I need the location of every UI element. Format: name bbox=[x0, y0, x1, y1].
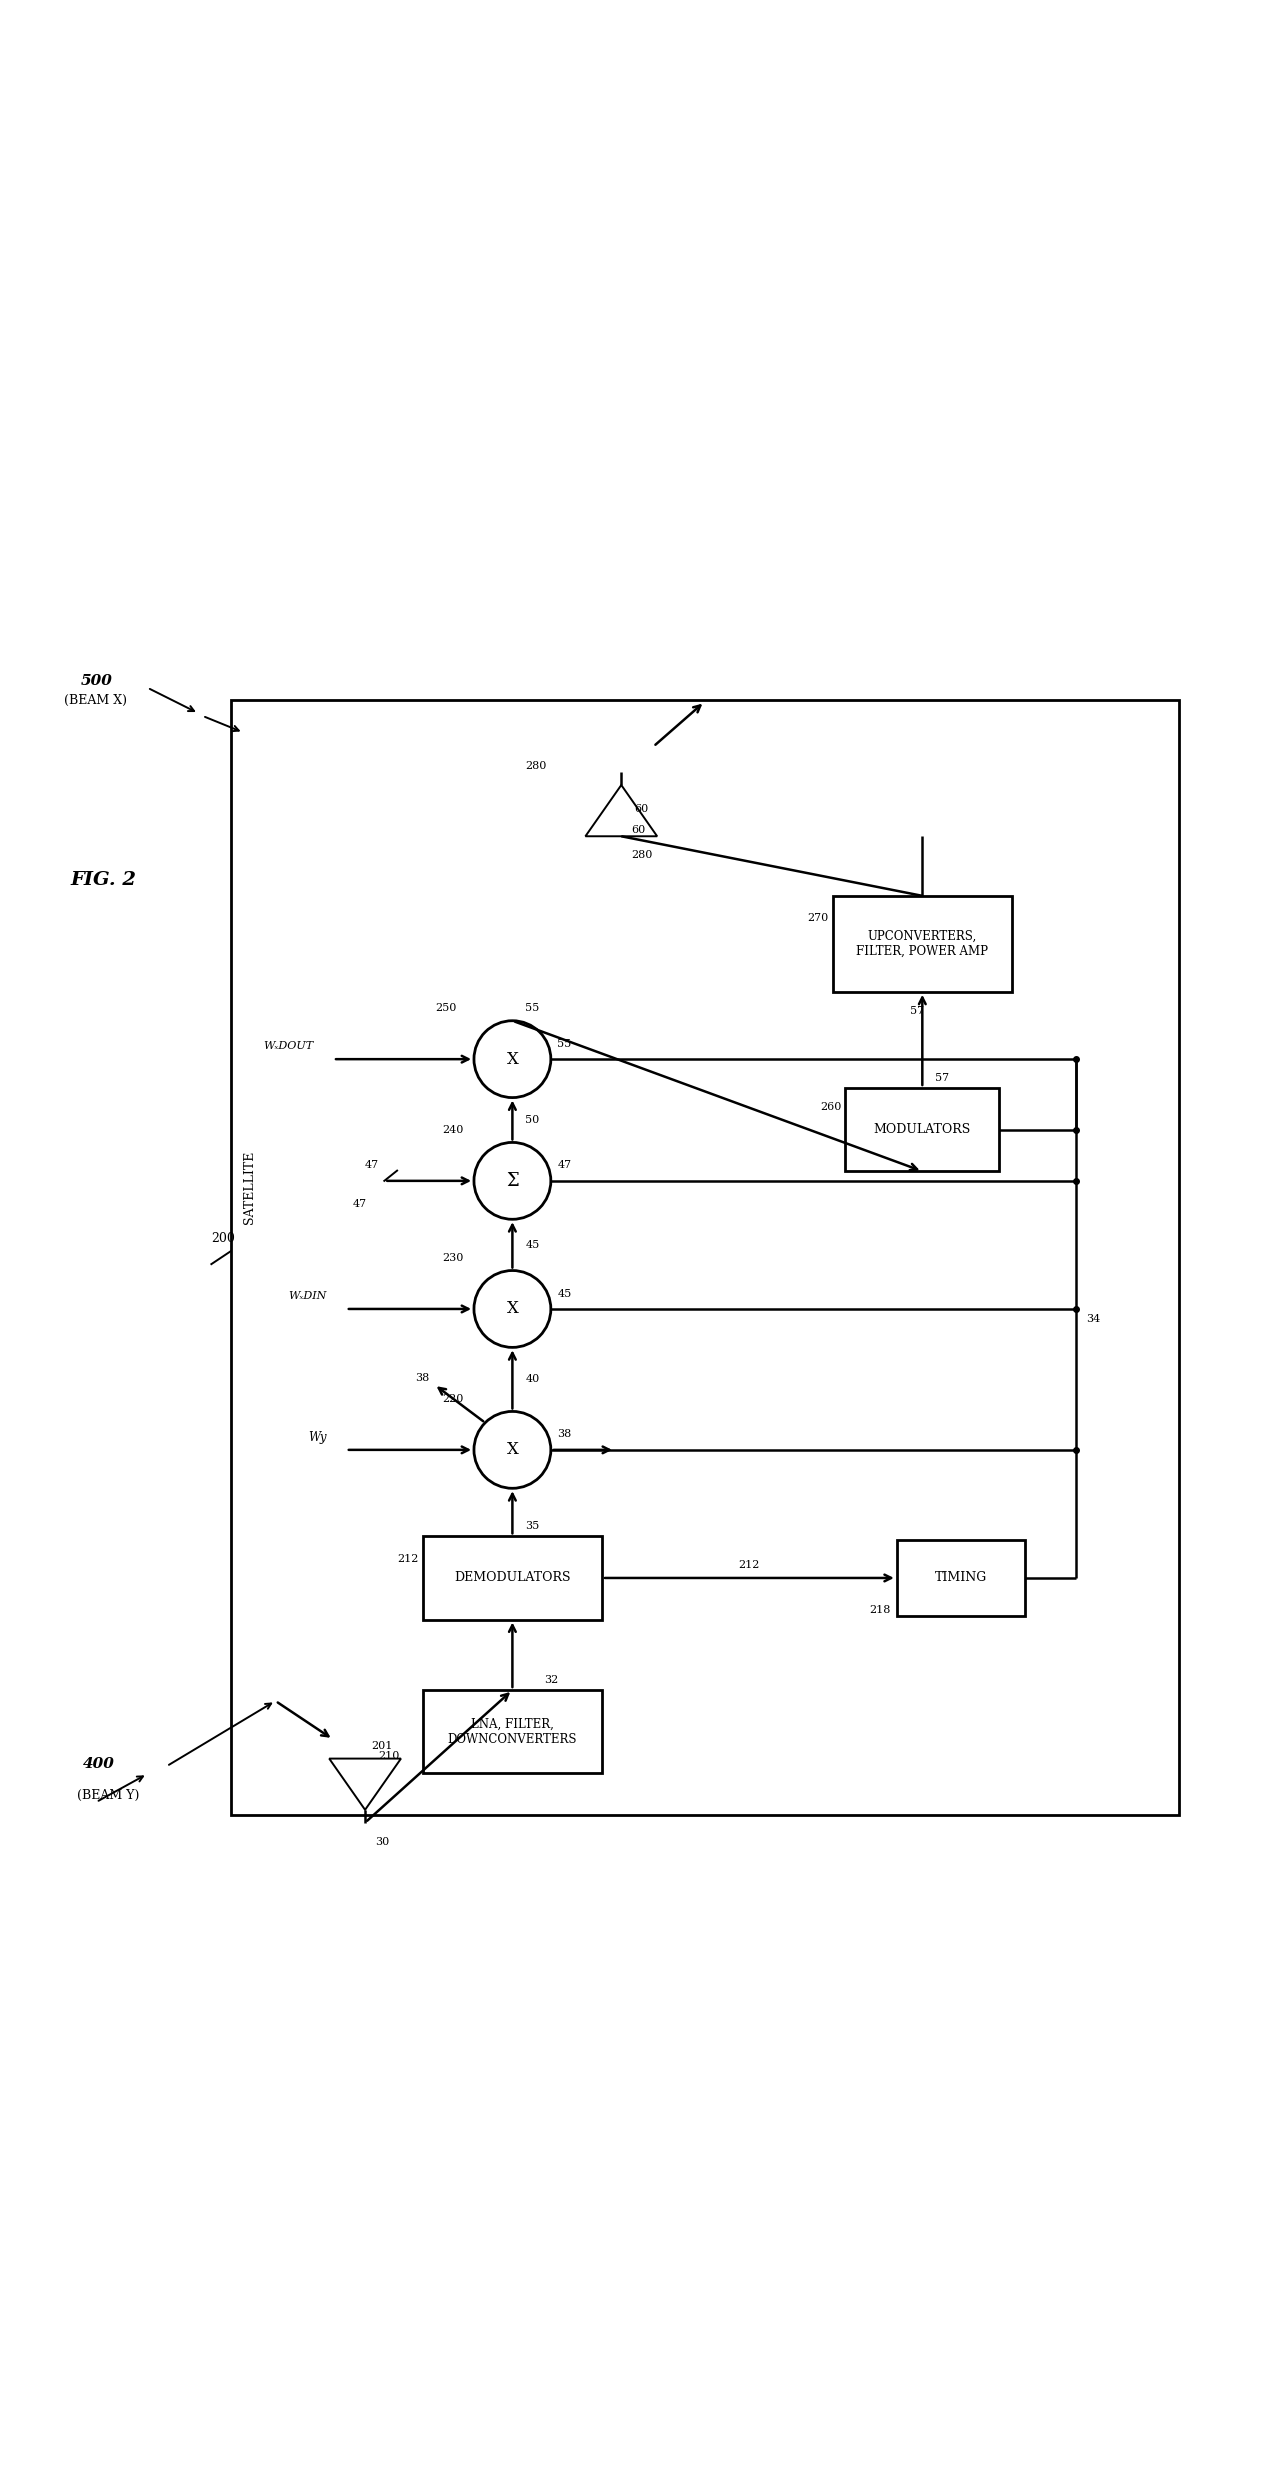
Text: 201: 201 bbox=[371, 1741, 393, 1751]
Text: 57: 57 bbox=[935, 1073, 949, 1082]
Bar bbox=[833, 897, 1012, 991]
Bar bbox=[897, 1541, 1025, 1617]
Bar bbox=[423, 1536, 602, 1620]
Text: 230: 230 bbox=[442, 1253, 464, 1263]
Text: 45: 45 bbox=[557, 1288, 571, 1298]
Text: 47: 47 bbox=[365, 1162, 379, 1172]
Text: 400: 400 bbox=[83, 1756, 115, 1771]
Text: WₓDIN: WₓDIN bbox=[288, 1291, 327, 1300]
Bar bbox=[845, 1087, 999, 1172]
Text: 45: 45 bbox=[525, 1241, 539, 1251]
Text: Σ: Σ bbox=[506, 1172, 519, 1189]
Text: 55: 55 bbox=[557, 1038, 571, 1048]
Bar bbox=[231, 701, 1179, 1816]
Text: 30: 30 bbox=[375, 1838, 389, 1848]
Text: 270: 270 bbox=[807, 914, 829, 924]
Text: 55: 55 bbox=[525, 1003, 539, 1013]
Text: WₓDOUT: WₓDOUT bbox=[264, 1040, 314, 1050]
Circle shape bbox=[474, 1142, 551, 1219]
Text: 200: 200 bbox=[211, 1231, 236, 1246]
Text: 38: 38 bbox=[415, 1372, 429, 1382]
Text: FIG. 2: FIG. 2 bbox=[70, 872, 137, 889]
Text: 280: 280 bbox=[632, 850, 653, 860]
Text: 40: 40 bbox=[525, 1375, 539, 1385]
Circle shape bbox=[474, 1271, 551, 1347]
Text: 47: 47 bbox=[352, 1199, 366, 1209]
Text: 60: 60 bbox=[632, 825, 646, 835]
Text: 34: 34 bbox=[1086, 1313, 1100, 1323]
Text: 212: 212 bbox=[739, 1561, 760, 1570]
Text: 50: 50 bbox=[525, 1115, 539, 1125]
Circle shape bbox=[474, 1021, 551, 1097]
Text: X: X bbox=[506, 1300, 519, 1318]
Text: 500: 500 bbox=[81, 674, 113, 689]
Text: 220: 220 bbox=[442, 1395, 464, 1404]
Text: 35: 35 bbox=[525, 1521, 539, 1531]
Text: SATELLITE: SATELLITE bbox=[243, 1152, 256, 1224]
Text: 210: 210 bbox=[378, 1751, 400, 1761]
Text: 47: 47 bbox=[557, 1162, 571, 1172]
Text: X: X bbox=[506, 1050, 519, 1068]
Text: 240: 240 bbox=[442, 1125, 464, 1134]
Text: 60: 60 bbox=[634, 805, 648, 815]
Bar bbox=[423, 1689, 602, 1774]
Text: 212: 212 bbox=[397, 1553, 419, 1563]
Text: (BEAM X): (BEAM X) bbox=[64, 694, 127, 706]
Text: 38: 38 bbox=[557, 1429, 571, 1439]
Text: UPCONVERTERS,
FILTER, POWER AMP: UPCONVERTERS, FILTER, POWER AMP bbox=[856, 929, 989, 959]
Text: 57: 57 bbox=[910, 1006, 924, 1016]
Text: TIMING: TIMING bbox=[935, 1570, 986, 1585]
Text: 280: 280 bbox=[525, 760, 547, 770]
Text: X: X bbox=[506, 1442, 519, 1459]
Text: 218: 218 bbox=[869, 1605, 890, 1615]
Text: DEMODULATORS: DEMODULATORS bbox=[455, 1570, 570, 1585]
Text: 260: 260 bbox=[820, 1102, 842, 1112]
Circle shape bbox=[474, 1412, 551, 1489]
Text: 32: 32 bbox=[544, 1674, 559, 1684]
Text: Wy: Wy bbox=[309, 1432, 327, 1444]
Text: MODULATORS: MODULATORS bbox=[874, 1122, 971, 1137]
Text: (BEAM Y): (BEAM Y) bbox=[77, 1788, 140, 1803]
Text: 250: 250 bbox=[436, 1003, 457, 1013]
Text: LNA, FILTER,
DOWNCONVERTERS: LNA, FILTER, DOWNCONVERTERS bbox=[447, 1717, 578, 1746]
